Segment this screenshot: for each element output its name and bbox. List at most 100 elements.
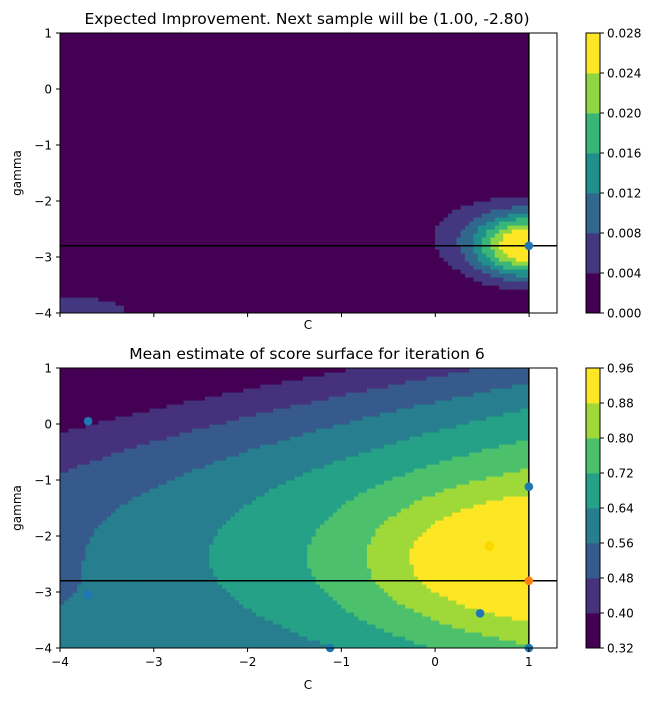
contour-cell (273, 309, 278, 313)
contour-cell (140, 105, 146, 110)
contour-cell (234, 301, 240, 306)
contour-cell (251, 181, 257, 186)
contour-cell (273, 93, 278, 98)
contour-cell (281, 129, 287, 134)
contour-cell (68, 249, 74, 254)
contour-cell (281, 265, 287, 270)
contour-cell (349, 177, 355, 182)
contour-cell (123, 161, 129, 166)
contour-cell (94, 53, 99, 58)
contour-cell (234, 249, 240, 254)
contour-cell (115, 217, 121, 222)
contour-cell (136, 77, 142, 82)
contour-cell (213, 149, 219, 154)
contour-cell (94, 141, 99, 146)
contour-cell (213, 213, 219, 218)
contour-cell (145, 277, 151, 282)
contour-cell (358, 153, 364, 158)
contour-cell (64, 45, 70, 50)
contour-cell (362, 293, 368, 298)
contour-cell (290, 177, 296, 182)
contour-cell (264, 221, 270, 226)
contour-cell (81, 169, 87, 174)
contour-cell (209, 141, 215, 146)
contour-cell (119, 61, 125, 66)
contour-cell (68, 169, 74, 174)
contour-cell (345, 105, 351, 110)
contour-cell (89, 93, 95, 98)
contour-cell (337, 281, 342, 286)
contour-cell (132, 93, 138, 98)
contour-cell (311, 77, 317, 82)
contour-cell (119, 205, 125, 210)
contour-cell (290, 121, 296, 126)
contour-cell (175, 97, 180, 102)
contour-cell (128, 125, 134, 130)
contour-cell (302, 269, 308, 274)
contour-cell (162, 205, 168, 210)
contour-cell (239, 89, 244, 94)
contour-cell (358, 289, 364, 294)
contour-cell (273, 125, 278, 130)
contour-cell (247, 305, 253, 310)
contour-cell (119, 169, 125, 174)
contour-cell (358, 169, 364, 174)
contour-cell (256, 269, 261, 274)
contour-cell (328, 81, 334, 86)
contour-cell (192, 197, 197, 202)
contour-cell (290, 309, 296, 313)
contour-cell (234, 37, 240, 42)
contour-cell (196, 173, 202, 178)
contour-cell (140, 65, 146, 70)
contour-cell (226, 53, 232, 58)
contour-cell (85, 93, 91, 98)
contour-cell (179, 301, 185, 306)
contour-cell (290, 301, 296, 306)
contour-cell (119, 109, 125, 114)
contour-cell (277, 181, 283, 186)
contour-cell (213, 141, 219, 146)
contour-cell (251, 257, 257, 262)
contour-cell (213, 153, 219, 158)
contour-cell (315, 177, 321, 182)
contour-cell (209, 121, 215, 126)
contour-cell (251, 185, 257, 190)
contour-cell (256, 305, 261, 310)
contour-cell (64, 113, 70, 118)
contour-cell (239, 221, 244, 226)
contour-cell (230, 297, 236, 302)
contour-cell (60, 273, 65, 278)
contour-cell (290, 261, 296, 266)
contour-cell (106, 49, 112, 54)
contour-cell (324, 301, 330, 306)
contour-cell (153, 81, 159, 86)
contour-cell (115, 305, 121, 310)
contour-cell (354, 105, 359, 110)
contour-cell (204, 93, 210, 98)
contour-cell (354, 57, 359, 62)
contour-cell (307, 245, 313, 250)
contour-cell (349, 57, 355, 62)
contour-cell (358, 301, 364, 306)
contour-cell (111, 57, 117, 62)
contour-cell (166, 185, 172, 190)
contour-cell (81, 61, 87, 66)
contour-cell (119, 237, 125, 242)
contour-cell (106, 237, 112, 242)
contour-cell (162, 249, 168, 254)
contour-cell (89, 269, 95, 274)
contour-cell (294, 129, 300, 134)
contour-cell (128, 157, 134, 162)
contour-cell (349, 281, 355, 286)
contour-cell (187, 125, 193, 130)
contour-cell (72, 265, 78, 270)
contour-cell (149, 309, 155, 313)
contour-cell (239, 37, 244, 42)
contour-cell (111, 89, 117, 94)
contour-cell (345, 237, 351, 242)
contour-cell (204, 69, 210, 74)
contour-cell (226, 201, 232, 206)
contour-cell (204, 121, 210, 126)
contour-cell (200, 77, 206, 82)
contour-cell (243, 69, 249, 74)
